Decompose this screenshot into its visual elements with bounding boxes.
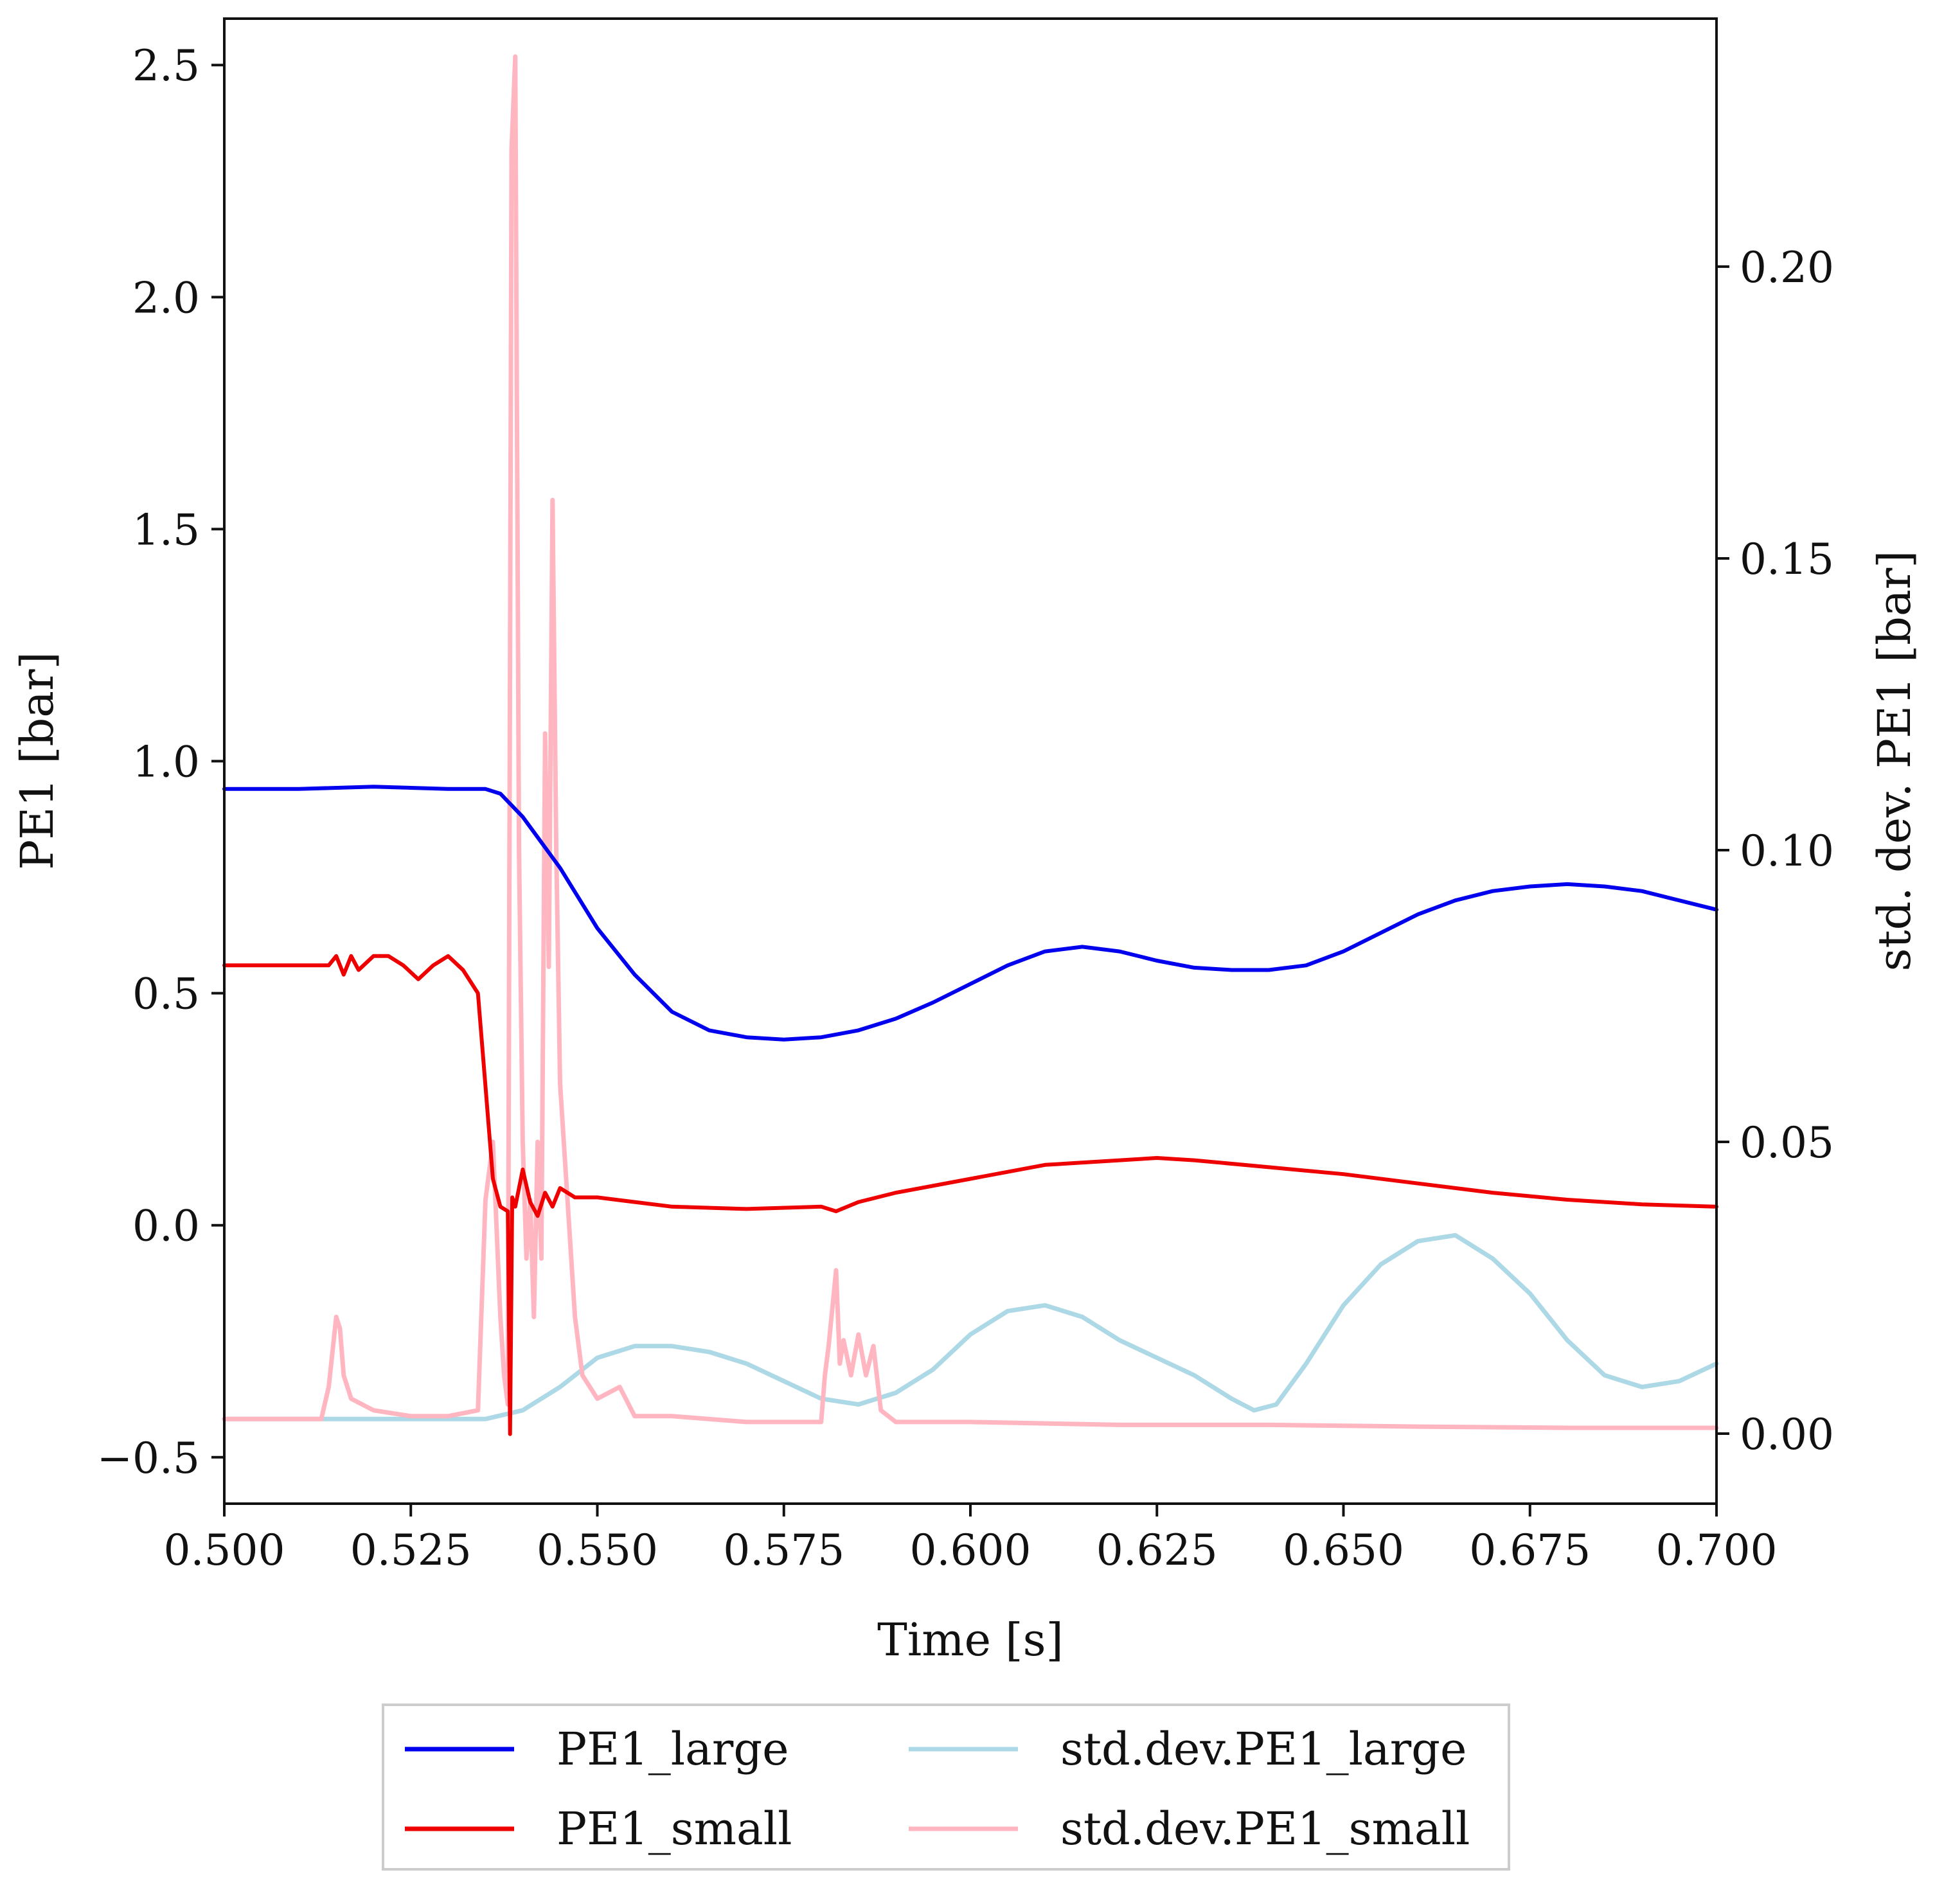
x-tick-label: 0.500: [164, 1526, 285, 1575]
x-tick-label: 0.575: [723, 1526, 844, 1575]
y-tick-label: 0.5: [132, 970, 200, 1019]
series-line-pe1-large: [222, 785, 1718, 1042]
series-line-std-dev-pe1-large: [222, 1232, 1719, 1421]
x-tick-label: 0.650: [1283, 1526, 1404, 1575]
y2-tick-label: 0.20: [1740, 243, 1834, 292]
y2-tick-label: 0.15: [1740, 535, 1834, 584]
y-tick-label: −0.5: [97, 1434, 200, 1483]
y-axis-ticks: −0.5 0.0 0.5 1.0 1.5 2.0 2.5: [97, 41, 224, 1483]
legend-label: std.dev.PE1_large: [1060, 1723, 1467, 1775]
series-line-pe1-small: [222, 954, 1718, 1436]
x-tick-label: 0.700: [1656, 1526, 1778, 1575]
y-tick-label: 1.5: [132, 505, 200, 555]
y-tick-label: 0.0: [132, 1202, 200, 1251]
y-tick-label: 1.0: [132, 738, 200, 787]
x-tick-label: 0.525: [350, 1526, 472, 1575]
y2-axis-ticks: 0.00 0.05 0.10 0.15 0.20: [1717, 243, 1834, 1459]
y2-tick-label: 0.00: [1740, 1410, 1834, 1459]
legend-label: PE1_small: [557, 1802, 792, 1855]
y-tick-label: 2.5: [132, 41, 200, 91]
x-tick-label: 0.675: [1469, 1526, 1591, 1575]
x-tick-label: 0.550: [537, 1526, 658, 1575]
x-axis-title: Time [s]: [877, 1614, 1064, 1666]
legend-label: std.dev.PE1_small: [1060, 1802, 1470, 1855]
y2-tick-label: 0.10: [1740, 826, 1834, 876]
legend: PE1_large PE1_small std.dev.PE1_large std.d…: [382, 1704, 1510, 1871]
series-line-std-dev-pe1-small: [222, 54, 1719, 1430]
y2-tick-label: 0.05: [1740, 1118, 1834, 1168]
y2-axis-title: std. dev. PE1 [bar]: [1868, 551, 1921, 972]
legend-box: [382, 1704, 1510, 1871]
y-axis-title: PE1 [bar]: [11, 652, 64, 870]
y-tick-label: 2.0: [132, 273, 200, 323]
series-layer: [222, 54, 1719, 1436]
legend-label: PE1_large: [557, 1723, 789, 1775]
x-axis-ticks: 0.500 0.525 0.550 0.575 0.600 0.625 0.650 0.675…: [164, 1504, 1778, 1575]
x-tick-label: 0.625: [1096, 1526, 1218, 1575]
x-tick-label: 0.600: [910, 1526, 1031, 1575]
